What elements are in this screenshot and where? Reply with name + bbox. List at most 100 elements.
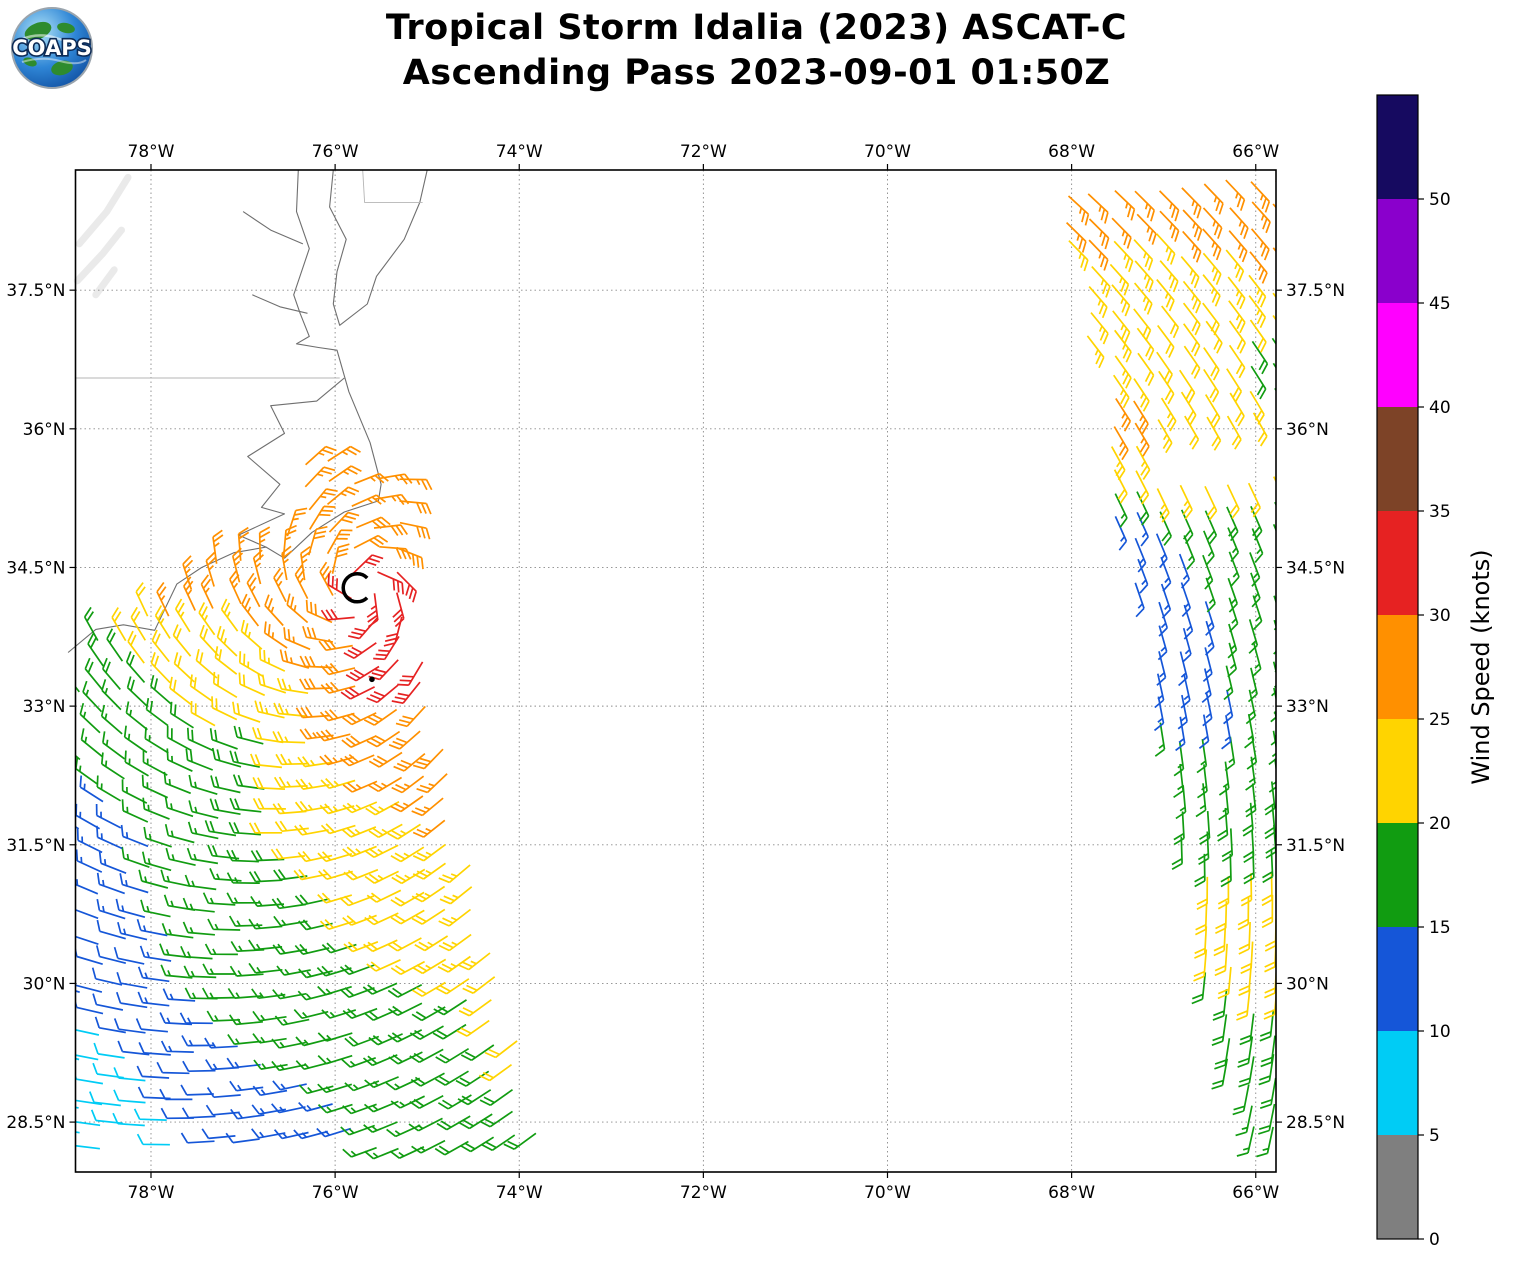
wind-barb <box>180 1132 215 1144</box>
wind-barb <box>387 823 421 840</box>
wind-barb <box>180 945 213 960</box>
wind-barb <box>137 1086 171 1100</box>
wind-barb <box>389 1146 425 1159</box>
wind-barb <box>1113 240 1134 273</box>
wind-barb <box>272 1080 307 1091</box>
wind-barb <box>412 819 446 838</box>
wind-barb <box>411 1139 446 1154</box>
wind-barb <box>94 1016 126 1034</box>
wind-barb <box>250 849 285 862</box>
wind-barb <box>76 828 103 854</box>
wind-barb <box>342 801 378 814</box>
wind-barb <box>481 1134 516 1152</box>
coastline <box>67 169 428 653</box>
wind-barb <box>1156 488 1170 523</box>
wind-barb <box>368 1033 403 1046</box>
colorbar-band <box>1377 615 1418 719</box>
wind-barb <box>1259 1009 1275 1042</box>
wind-barb <box>1252 412 1268 447</box>
wind-barb <box>1264 939 1276 973</box>
wind-barb <box>1161 305 1180 339</box>
wind-barb <box>93 1042 125 1059</box>
wind-barb <box>343 868 379 881</box>
coastline-path <box>252 294 308 314</box>
wind-barb <box>1217 966 1232 1000</box>
wind-barb <box>328 511 360 533</box>
wind-barb <box>1133 400 1149 435</box>
axes-frame <box>69 164 1282 1178</box>
wind-barb <box>173 652 195 683</box>
wind-barb <box>317 985 352 996</box>
wind-barb <box>182 1060 216 1073</box>
wind-barb <box>1183 323 1201 357</box>
wind-barb <box>328 465 362 482</box>
wind-barb <box>80 728 103 758</box>
wind-barb <box>1182 230 1202 263</box>
wind-barb <box>342 780 378 793</box>
wind-barb <box>184 874 217 891</box>
wind-barb <box>1202 252 1222 286</box>
wind-barb <box>201 987 236 999</box>
wind-barb <box>229 569 242 605</box>
wind-barb <box>411 981 446 997</box>
wind-barb <box>1236 1126 1255 1157</box>
wind-barb <box>204 1037 238 1049</box>
wind-barb <box>1181 187 1202 219</box>
wind-barb <box>1180 256 1200 289</box>
wind-barb <box>1171 836 1183 871</box>
wind-barb <box>160 964 193 979</box>
wind-barb <box>226 1057 261 1069</box>
wind-barb <box>1204 394 1221 429</box>
plot-border <box>74 169 1277 1173</box>
wind-barb <box>484 1040 518 1059</box>
wind-barb <box>139 945 172 962</box>
wind-barb <box>142 750 168 776</box>
wind-barb <box>75 757 99 786</box>
wind-barb <box>75 685 80 693</box>
wind-barb <box>136 1065 170 1079</box>
wind-barb <box>1194 926 1208 959</box>
wind-barb <box>160 869 192 888</box>
wind-barb <box>248 822 283 834</box>
wind-barb <box>1194 853 1206 888</box>
wind-barb <box>320 681 356 694</box>
colorbar-tick-label: 50 <box>1429 190 1451 210</box>
wind-barb <box>135 1018 168 1033</box>
wind-barbs <box>75 179 1276 1160</box>
wind-barb <box>1211 1014 1228 1046</box>
colorbar-band <box>1377 1031 1418 1135</box>
wind-barb <box>1173 763 1184 799</box>
wind-barb <box>315 729 351 742</box>
wind-barb <box>189 674 214 703</box>
wind-barb <box>1088 218 1110 250</box>
wind-barb <box>1198 811 1211 845</box>
wind-barb <box>123 725 148 754</box>
wind-barb <box>1136 213 1157 245</box>
wind-barb <box>409 1094 444 1109</box>
wind-barb <box>95 945 127 965</box>
wind-barb <box>411 885 446 903</box>
wind-barb <box>339 753 375 767</box>
wind-barb <box>120 824 149 848</box>
wind-barb <box>181 1035 215 1047</box>
coaps-globe-icon: COAPS <box>11 7 93 89</box>
lat-tick-label-right: 28.5°N <box>1286 1113 1345 1133</box>
colorbar-band <box>1377 407 1418 511</box>
wind-barb <box>1175 785 1187 820</box>
lat-tick-label-right: 37.5°N <box>1286 281 1345 301</box>
wind-barb <box>295 706 330 719</box>
wind-barb <box>1226 415 1242 450</box>
wind-barb <box>1153 696 1165 732</box>
wind-barb <box>298 919 333 931</box>
globe-cloud <box>21 57 87 65</box>
globe-landmass <box>23 57 37 67</box>
wind-barb <box>1215 901 1228 935</box>
wind-barb <box>462 976 496 994</box>
wind-barb <box>1220 853 1232 888</box>
wind-barb <box>248 870 283 883</box>
wind-barb <box>91 967 123 986</box>
wind-barb <box>172 624 192 657</box>
wind-barb <box>181 1107 216 1119</box>
coastline-path <box>242 211 304 245</box>
lon-tick-label-top: 74°W <box>496 142 543 162</box>
